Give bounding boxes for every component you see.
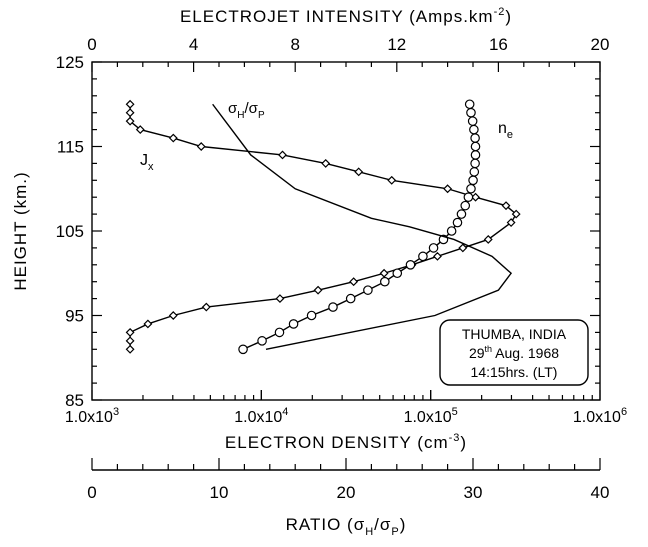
- density-tick-label: 1.0x105: [404, 406, 458, 426]
- ratio-tick-label: 10: [210, 483, 229, 502]
- annotation-time: 14:15hrs. (LT): [471, 364, 558, 380]
- y-tick-label: 125: [56, 53, 84, 72]
- circle-marker: [405, 259, 416, 270]
- circle-marker: [363, 285, 373, 295]
- series-0: [125, 99, 521, 354]
- annotation-location: THUMBA, INDIA: [462, 326, 567, 342]
- circle-marker: [470, 158, 480, 169]
- diamond-marker: [125, 116, 135, 126]
- series-label-ne: ne: [498, 120, 513, 141]
- y-axis-label: HEIGHT (km.): [11, 171, 30, 290]
- diamond-marker: [125, 99, 135, 109]
- series-label-ratio: σH/σP: [228, 100, 265, 121]
- circle-marker: [238, 344, 248, 355]
- diamond-marker: [125, 336, 135, 346]
- diamond-marker: [432, 251, 442, 261]
- electron-density-axis: 1.0x103 1.0x104 1.0x105 1.0x106: [65, 390, 627, 426]
- diamond-marker: [379, 268, 389, 278]
- ratio-tick-label: 40: [591, 483, 610, 502]
- ratio-tick-label: 20: [337, 483, 356, 502]
- ratio-axis: 0 10 20 30 40: [87, 458, 609, 502]
- circle-marker: [469, 124, 479, 135]
- top-tick-label: 8: [290, 35, 299, 54]
- diamond-marker: [196, 142, 206, 151]
- circle-marker: [467, 116, 478, 126]
- diamond-marker: [125, 327, 135, 337]
- circle-marker: [306, 310, 317, 321]
- top-axis-label: ELECTROJET INTENSITY (Amps.km-2): [180, 6, 512, 26]
- diamond-marker: [387, 175, 397, 185]
- diamond-marker: [471, 192, 480, 202]
- circle-marker: [288, 319, 299, 329]
- diamond-marker: [354, 167, 364, 177]
- diamond-marker: [135, 125, 145, 135]
- diamond-marker: [125, 344, 135, 354]
- circle-marker: [463, 192, 474, 202]
- ratio-tick-label: 0: [87, 483, 96, 502]
- ratio-axis-label: RATIO (σH/σP): [286, 515, 407, 538]
- circle-marker: [452, 217, 463, 228]
- circle-marker: [460, 200, 471, 211]
- circle-marker: [466, 107, 476, 118]
- series-2: [212, 103, 513, 350]
- diamond-marker: [313, 285, 323, 295]
- diamond-marker: [506, 218, 516, 227]
- series-line: [212, 103, 513, 350]
- diamond-marker: [143, 319, 153, 329]
- diamond-marker: [278, 150, 287, 160]
- diamond-marker: [125, 108, 135, 118]
- circle-marker: [470, 141, 481, 152]
- circle-marker: [446, 226, 457, 236]
- density-tick-label: 1.0x103: [65, 406, 119, 426]
- circle-marker: [380, 276, 390, 287]
- circle-marker: [428, 243, 439, 253]
- circle-marker: [456, 209, 467, 219]
- top-tick-label: 4: [189, 35, 198, 54]
- annotation-date: 29th Aug. 1968: [469, 344, 559, 361]
- circle-marker: [345, 293, 356, 304]
- top-tick-label: 12: [387, 35, 406, 54]
- y-tick-label: 115: [57, 138, 84, 157]
- y-tick-label: 105: [56, 222, 84, 241]
- diamond-marker: [458, 243, 468, 253]
- diamond-marker: [201, 302, 211, 312]
- circle-marker: [466, 183, 476, 194]
- diamond-marker: [501, 201, 511, 211]
- circle-marker: [328, 302, 338, 312]
- density-tick-label: 1.0x104: [234, 406, 288, 426]
- y-tick-label: 95: [65, 307, 84, 326]
- circle-marker: [418, 251, 428, 262]
- density-tick-label: 1.0x106: [573, 406, 627, 426]
- ratio-tick-label: 30: [464, 483, 483, 502]
- annotation-frame: [439, 319, 589, 386]
- y-axis: 85 95 105 115 125: [56, 53, 600, 410]
- diamond-marker: [511, 209, 521, 219]
- annotation-box: THUMBA, INDIA 29th Aug. 1968 14:15hrs. (…: [439, 319, 589, 386]
- top-tick-label: 20: [591, 35, 610, 54]
- top-tick-label: 0: [87, 35, 96, 54]
- diamond-marker: [168, 133, 178, 143]
- y-tick-label: 85: [65, 391, 84, 410]
- top-tick-label: 16: [489, 35, 508, 54]
- diamond-marker: [275, 294, 285, 304]
- diamond-marker: [321, 158, 331, 168]
- circle-marker: [469, 167, 480, 177]
- circle-marker: [464, 99, 475, 110]
- diamond-marker: [349, 277, 359, 287]
- diamond-marker: [168, 311, 178, 320]
- circle-marker: [470, 150, 481, 160]
- circle-marker: [274, 327, 285, 338]
- diamond-marker: [443, 184, 453, 194]
- circle-marker: [468, 175, 478, 186]
- diamond-marker: [483, 235, 493, 244]
- circle-marker: [392, 268, 403, 279]
- series-label-jx: Jx: [140, 152, 154, 173]
- circle-marker: [257, 336, 267, 346]
- series-1: [238, 99, 481, 355]
- density-axis-label: ELECTRON DENSITY (cm-3): [225, 432, 467, 452]
- top-x-axis: 0 4 8 12 16 20: [87, 35, 609, 72]
- series-layer: [125, 99, 521, 355]
- circle-marker: [470, 133, 480, 143]
